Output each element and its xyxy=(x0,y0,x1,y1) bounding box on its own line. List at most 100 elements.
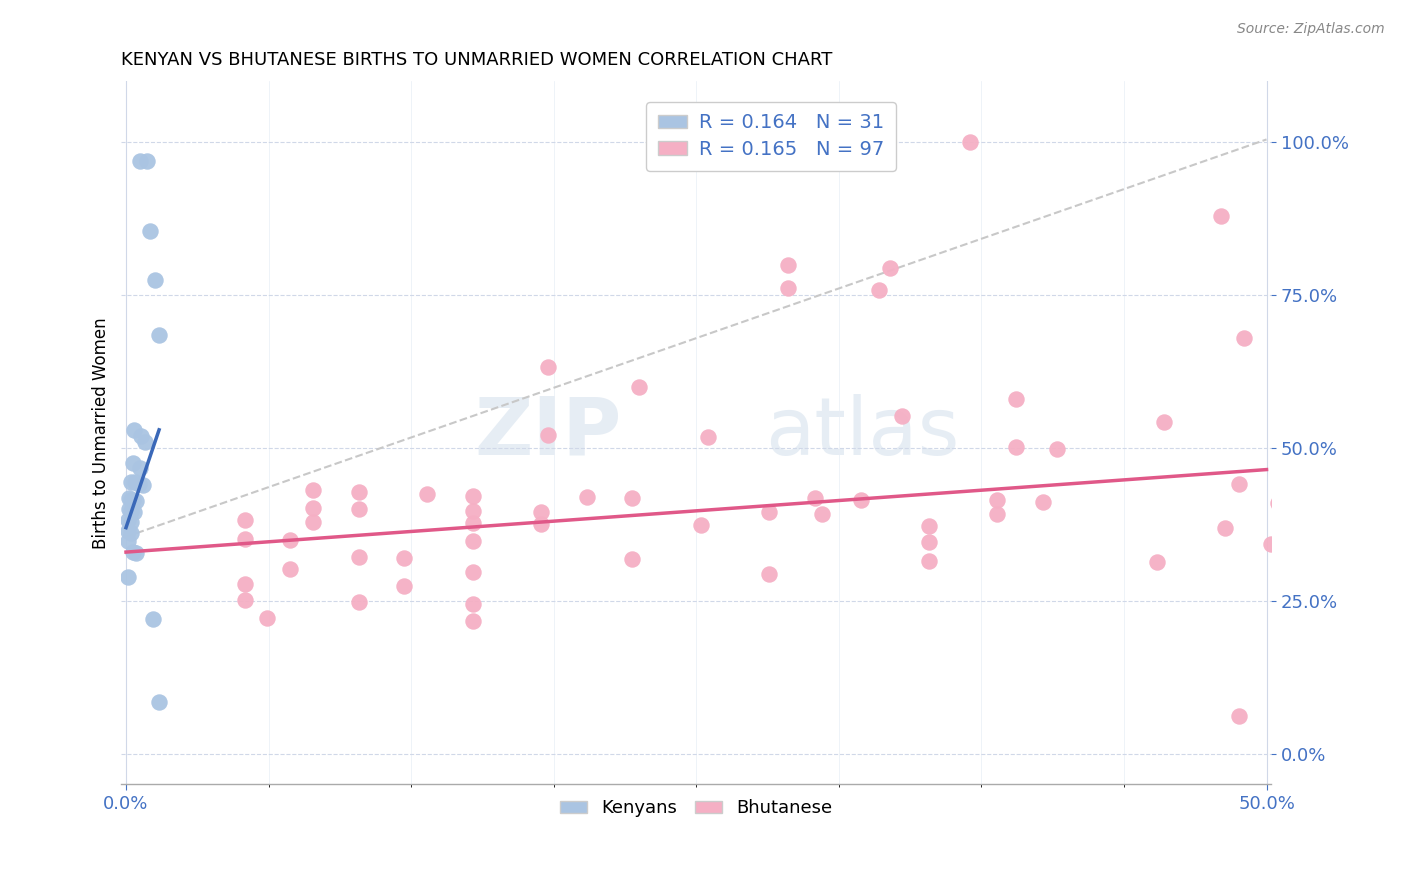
Point xyxy=(1233,331,1256,345)
Point xyxy=(394,579,416,593)
Point xyxy=(256,611,278,625)
Point xyxy=(117,524,139,538)
Point xyxy=(121,545,143,559)
Point xyxy=(143,273,166,287)
Point xyxy=(696,430,718,444)
Text: atlas: atlas xyxy=(765,394,960,472)
Point xyxy=(142,612,165,626)
Text: Source: ZipAtlas.com: Source: ZipAtlas.com xyxy=(1237,22,1385,37)
Point xyxy=(461,614,484,628)
Point xyxy=(461,516,484,530)
Point xyxy=(347,595,370,609)
Point xyxy=(233,513,256,527)
Point xyxy=(347,549,370,564)
Point xyxy=(1004,392,1026,407)
Point xyxy=(122,493,145,508)
Point xyxy=(233,532,256,546)
Point xyxy=(139,224,162,238)
Point xyxy=(278,562,301,576)
Point xyxy=(461,565,484,579)
Point xyxy=(1227,476,1250,491)
Point xyxy=(1209,209,1232,223)
Point xyxy=(148,695,170,709)
Point xyxy=(117,569,139,583)
Point xyxy=(128,460,150,475)
Point xyxy=(1146,555,1168,569)
Point xyxy=(129,429,152,443)
Point xyxy=(1215,521,1237,535)
Point xyxy=(1004,440,1026,454)
Point xyxy=(1388,478,1406,492)
Point xyxy=(461,503,484,517)
Point xyxy=(1260,536,1282,550)
Point xyxy=(120,525,142,540)
Point xyxy=(124,546,146,560)
Point xyxy=(132,478,155,492)
Point xyxy=(776,258,799,272)
Point xyxy=(918,535,941,549)
Point xyxy=(1374,568,1396,582)
Y-axis label: Births to Unmarried Women: Births to Unmarried Women xyxy=(93,317,110,549)
Point xyxy=(537,427,560,442)
Point xyxy=(302,483,325,497)
Point xyxy=(918,554,941,568)
Point xyxy=(134,435,156,450)
Point xyxy=(302,515,325,529)
Point xyxy=(120,492,142,507)
Point xyxy=(621,491,644,506)
Point xyxy=(1227,709,1250,723)
Point xyxy=(347,502,370,516)
Point xyxy=(135,153,157,168)
Point xyxy=(849,493,872,508)
Legend: Kenyans, Bhutanese: Kenyans, Bhutanese xyxy=(553,792,839,824)
Point xyxy=(128,476,150,491)
Point xyxy=(233,577,256,591)
Point xyxy=(278,533,301,547)
Text: KENYAN VS BHUTANESE BIRTHS TO UNMARRIED WOMEN CORRELATION CHART: KENYAN VS BHUTANESE BIRTHS TO UNMARRIED … xyxy=(121,51,832,69)
Point xyxy=(575,490,598,504)
Point xyxy=(959,136,981,150)
Point xyxy=(890,409,912,424)
Point xyxy=(628,380,651,394)
Point xyxy=(120,503,142,517)
Point xyxy=(233,592,256,607)
Point xyxy=(1267,496,1289,510)
Point xyxy=(868,284,890,298)
Point xyxy=(347,485,370,500)
Point xyxy=(122,423,145,437)
Point xyxy=(125,494,148,508)
Point xyxy=(1278,303,1301,318)
Point xyxy=(118,491,141,506)
Point xyxy=(117,513,139,527)
Point xyxy=(117,534,139,549)
Point xyxy=(530,516,553,531)
Point xyxy=(302,501,325,516)
Point xyxy=(689,518,711,533)
Point xyxy=(1046,442,1069,457)
Point xyxy=(1153,416,1175,430)
Point xyxy=(461,489,484,503)
Point xyxy=(128,153,150,168)
Point xyxy=(758,505,780,519)
Point xyxy=(879,260,901,275)
Point xyxy=(804,491,827,506)
Text: ZIP: ZIP xyxy=(474,394,621,472)
Point xyxy=(537,360,560,375)
Point xyxy=(118,502,141,516)
Point xyxy=(776,281,799,295)
Point xyxy=(122,505,145,519)
Point xyxy=(1032,495,1054,509)
Point xyxy=(120,515,142,529)
Point xyxy=(461,534,484,549)
Point xyxy=(1369,307,1392,321)
Point xyxy=(986,493,1008,508)
Point xyxy=(530,505,553,519)
Point xyxy=(918,519,941,533)
Point xyxy=(758,566,780,581)
Point xyxy=(810,507,832,521)
Point xyxy=(148,328,170,343)
Point xyxy=(461,597,484,611)
Point xyxy=(121,457,143,471)
Point xyxy=(986,507,1008,521)
Point xyxy=(394,551,416,566)
